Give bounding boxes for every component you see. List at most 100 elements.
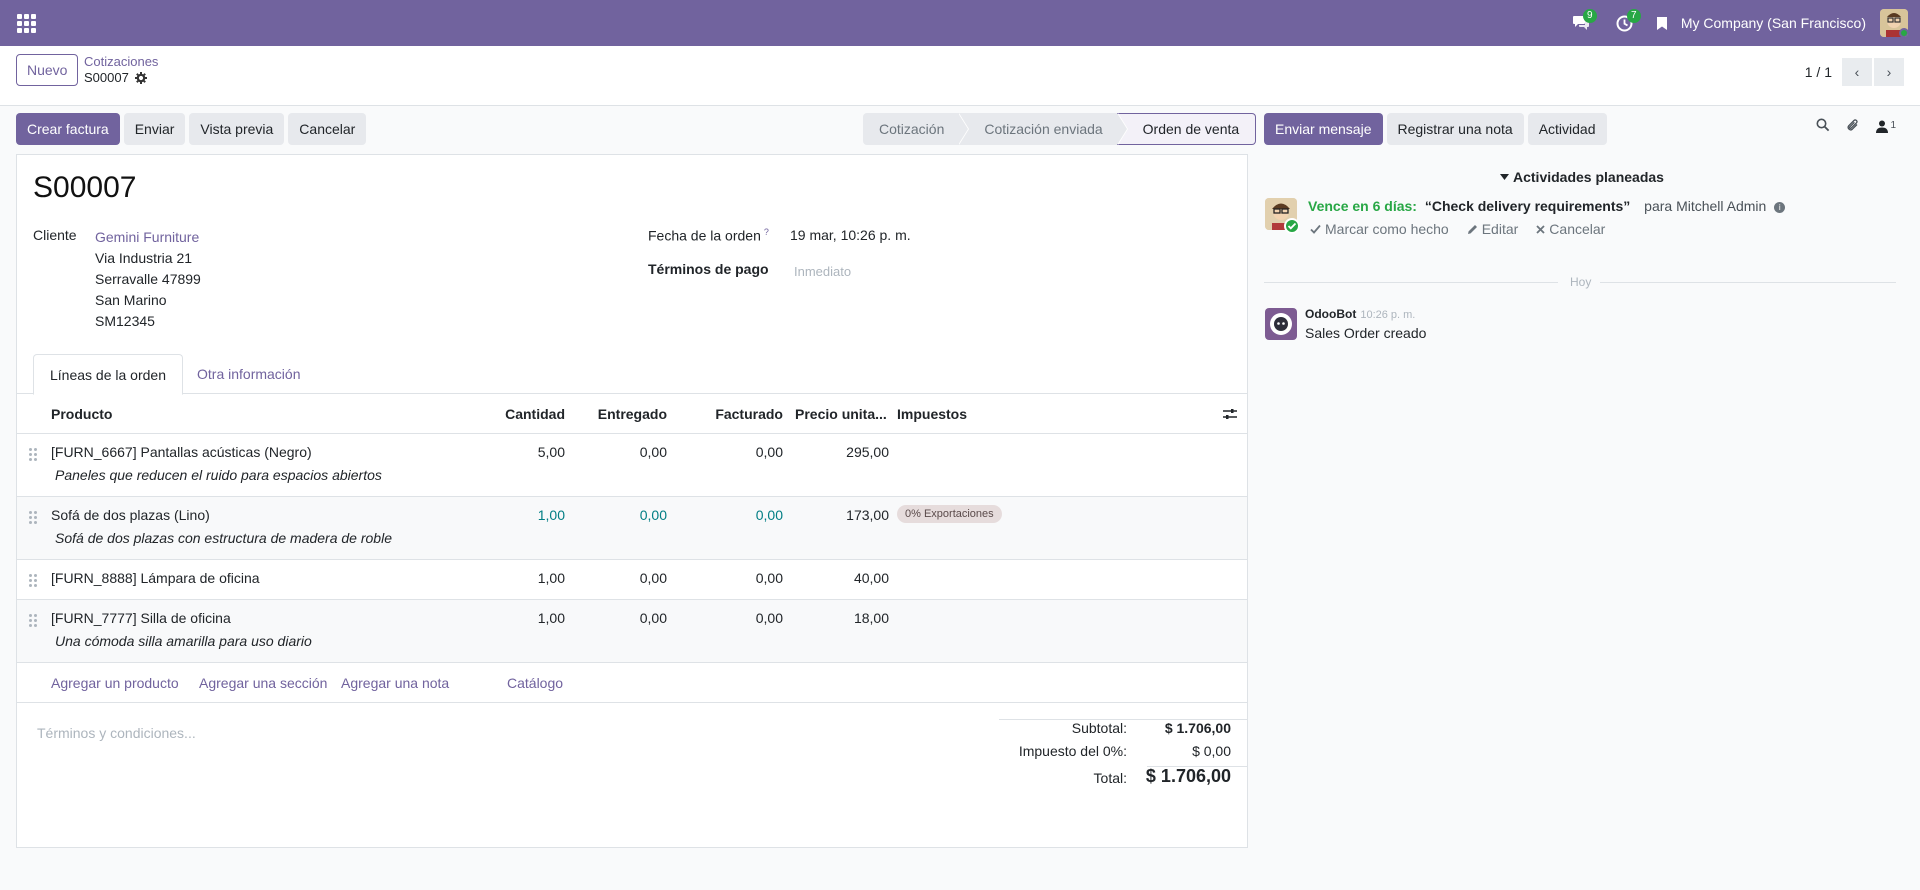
activity-actions: Marcar como hecho Editar Cancelar bbox=[1310, 221, 1605, 237]
send-button[interactable]: Enviar bbox=[123, 113, 186, 145]
close-icon bbox=[1536, 224, 1545, 234]
breadcrumb-current: S00007 bbox=[84, 70, 158, 86]
line-product[interactable]: [FURN_7777] Silla de oficina bbox=[51, 610, 231, 626]
add-section-link[interactable]: Agregar una sección bbox=[199, 675, 328, 691]
mark-done-button[interactable]: Marcar como hecho bbox=[1310, 221, 1449, 237]
line-product[interactable]: [FURN_6667] Pantallas acústicas (Negro) bbox=[51, 444, 312, 460]
line-invoiced[interactable]: 0,00 bbox=[755, 570, 783, 586]
paperclip-icon[interactable] bbox=[1846, 118, 1860, 135]
breadcrumb-current-label: S00007 bbox=[84, 70, 129, 85]
line-invoiced[interactable]: 0,00 bbox=[755, 507, 783, 523]
company-switcher[interactable]: My Company (San Francisco) bbox=[1680, 15, 1866, 31]
tax-value: $ 0,00 bbox=[1192, 743, 1231, 759]
check-icon bbox=[1310, 224, 1321, 234]
cancel-activity-button[interactable]: Cancelar bbox=[1536, 221, 1605, 237]
stage-quotation-sent[interactable]: Cotización enviada bbox=[958, 113, 1128, 145]
line-quantity[interactable]: 1,00 bbox=[537, 610, 565, 626]
line-delivered[interactable]: 0,00 bbox=[639, 444, 667, 460]
line-unit-price[interactable]: 18,00 bbox=[853, 610, 889, 626]
tab-order-lines[interactable]: Líneas de la orden bbox=[33, 354, 183, 395]
activity-clock-icon[interactable]: 7 bbox=[1603, 0, 1647, 46]
header-invoiced[interactable]: Facturado bbox=[715, 406, 783, 422]
drag-handle-icon[interactable] bbox=[29, 574, 37, 587]
line-quantity[interactable]: 1,00 bbox=[537, 570, 565, 586]
table-row[interactable]: Sofá de dos plazas (Lino) 1,00 0,00 0,00… bbox=[17, 497, 1247, 560]
line-quantity[interactable]: 1,00 bbox=[537, 507, 565, 523]
header-delivered[interactable]: Entregado bbox=[597, 406, 667, 422]
followers-button[interactable]: 1 bbox=[1876, 120, 1896, 133]
edit-activity-button[interactable]: Editar bbox=[1467, 221, 1518, 237]
line-delivered[interactable]: 0,00 bbox=[639, 507, 667, 523]
help-tooltip-icon[interactable]: ? bbox=[763, 227, 769, 237]
stage-sales-order[interactable]: Orden de venta bbox=[1116, 113, 1257, 145]
add-note-link[interactable]: Agregar una nota bbox=[341, 675, 450, 691]
send-message-button[interactable]: Enviar mensaje bbox=[1264, 113, 1383, 145]
catalog-link[interactable]: Catálogo bbox=[507, 675, 564, 691]
gear-icon[interactable] bbox=[134, 72, 147, 84]
activity-due: Vence en 6 días: bbox=[1308, 198, 1417, 214]
activities-badge: 7 bbox=[1626, 9, 1641, 23]
company-bookmark-icon bbox=[1647, 0, 1677, 46]
form-action-buttons: Crear factura Enviar Vista previa Cancel… bbox=[16, 113, 367, 145]
address-line: San Marino bbox=[95, 292, 167, 308]
optional-columns-icon[interactable] bbox=[1223, 407, 1237, 424]
preview-button[interactable]: Vista previa bbox=[189, 113, 285, 145]
cancel-order-button[interactable]: Cancelar bbox=[288, 113, 367, 145]
drag-handle-icon[interactable] bbox=[29, 448, 37, 461]
status-bar: Cotización Cotización enviada Orden de v… bbox=[863, 113, 1257, 145]
pager-next-button[interactable]: › bbox=[1874, 58, 1904, 86]
line-product[interactable]: Sofá de dos plazas (Lino) bbox=[51, 507, 210, 523]
new-button[interactable]: Nuevo bbox=[16, 54, 79, 86]
line-delivered[interactable]: 0,00 bbox=[639, 610, 667, 626]
table-row[interactable]: [FURN_8888] Lámpara de oficina 1,00 0,00… bbox=[17, 560, 1247, 600]
chevron-right-icon: › bbox=[1886, 64, 1892, 80]
activity-button[interactable]: Actividad bbox=[1527, 113, 1607, 145]
line-unit-price[interactable]: 295,00 bbox=[846, 444, 889, 460]
author-name[interactable]: OdooBot bbox=[1305, 307, 1357, 321]
subtotal-label: Subtotal: bbox=[1071, 720, 1127, 736]
divider bbox=[1264, 282, 1558, 283]
log-note-button[interactable]: Registrar una nota bbox=[1386, 113, 1524, 145]
search-icon[interactable] bbox=[1816, 118, 1830, 135]
user-avatar[interactable] bbox=[1880, 9, 1908, 37]
messages-icon[interactable]: 9 bbox=[1559, 0, 1603, 46]
order-date-label: Fecha de la orden? bbox=[648, 227, 769, 244]
add-product-link[interactable]: Agregar un producto bbox=[51, 675, 179, 691]
pager-previous-button[interactable]: ‹ bbox=[1842, 58, 1872, 86]
activity-title[interactable]: “Check delivery requirements” bbox=[1424, 198, 1631, 214]
header-taxes[interactable]: Impuestos bbox=[897, 406, 968, 422]
table-row[interactable]: [FURN_6667] Pantallas acústicas (Negro) … bbox=[17, 434, 1247, 497]
tab-other-info[interactable]: Otra información bbox=[197, 366, 301, 382]
info-icon[interactable]: i bbox=[1774, 201, 1786, 213]
drag-handle-icon[interactable] bbox=[29, 614, 37, 627]
activity-user-avatar bbox=[1265, 198, 1297, 230]
payment-terms-input[interactable]: Inmediato bbox=[794, 264, 852, 279]
stage-quotation[interactable]: Cotización bbox=[863, 113, 970, 145]
odoobot-avatar bbox=[1265, 308, 1297, 340]
terms-conditions-input[interactable]: Términos y condiciones... bbox=[37, 725, 196, 741]
line-invoiced[interactable]: 0,00 bbox=[755, 610, 783, 626]
app-menu-icon[interactable] bbox=[0, 0, 52, 46]
total-label: Total: bbox=[1093, 770, 1127, 786]
line-description: Una cómoda silla amarilla para uso diari… bbox=[55, 633, 312, 649]
create-invoice-button[interactable]: Crear factura bbox=[16, 113, 120, 145]
customer-label: Cliente bbox=[33, 227, 77, 243]
line-invoiced[interactable]: 0,00 bbox=[755, 444, 783, 460]
customer-link[interactable]: Gemini Furniture bbox=[95, 229, 200, 245]
drag-handle-icon[interactable] bbox=[29, 511, 37, 524]
header-quantity[interactable]: Cantidad bbox=[505, 406, 565, 422]
line-unit-price[interactable]: 173,00 bbox=[846, 507, 889, 523]
subtotal-value: $ 1.706,00 bbox=[1164, 720, 1231, 736]
line-unit-price[interactable]: 40,00 bbox=[853, 570, 889, 586]
header-product[interactable]: Producto bbox=[51, 406, 113, 422]
planned-activities-toggle[interactable]: Actividades planeadas bbox=[1500, 169, 1664, 185]
line-quantity[interactable]: 5,00 bbox=[537, 444, 565, 460]
order-date-value[interactable]: 19 mar, 10:26 p. m. bbox=[790, 227, 911, 243]
tax-row: Impuesto del 0%: $ 0,00 bbox=[999, 743, 1247, 766]
line-product[interactable]: [FURN_8888] Lámpara de oficina bbox=[51, 570, 260, 586]
line-delivered[interactable]: 0,00 bbox=[639, 570, 667, 586]
header-unit-price[interactable]: Precio unita... bbox=[795, 406, 887, 422]
pager-value[interactable]: 1 / 1 bbox=[1804, 64, 1832, 80]
table-row[interactable]: [FURN_7777] Silla de oficina 1,00 0,00 0… bbox=[17, 600, 1247, 663]
breadcrumb-quotations-link[interactable]: Cotizaciones bbox=[84, 54, 159, 69]
